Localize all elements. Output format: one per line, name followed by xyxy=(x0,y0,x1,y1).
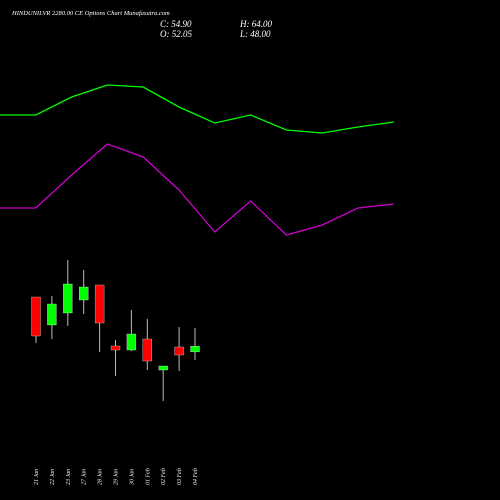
candle-body xyxy=(190,346,200,353)
header-open: O: 52.05 xyxy=(160,29,192,39)
candle-body xyxy=(142,338,152,362)
x-tick-label: 01 Feb xyxy=(145,468,151,485)
header-high: H: 64.00 xyxy=(239,19,272,29)
candle-body xyxy=(174,346,184,356)
candle-body xyxy=(94,284,105,324)
x-tick-label: 02 Feb xyxy=(161,468,167,485)
x-tick-label: 21 Jan xyxy=(34,469,40,485)
candle-body xyxy=(63,283,73,314)
indicator-line xyxy=(0,143,394,236)
x-tick-label: 03 Feb xyxy=(177,468,183,485)
x-tick-label: 30 Jan xyxy=(129,469,135,486)
x-tick-label: 29 Jan xyxy=(114,469,120,485)
x-tick-label: 28 Jan xyxy=(98,469,104,485)
candle-body xyxy=(158,365,168,371)
header-low: L: 48.00 xyxy=(239,29,271,39)
indicator-line xyxy=(0,84,394,134)
candle-body xyxy=(79,286,89,301)
candle-body xyxy=(47,303,57,326)
candle-body xyxy=(31,296,41,337)
x-tick-label: 23 Jan xyxy=(66,469,72,485)
candle-body xyxy=(110,345,121,351)
chart-title: HINDUNILVR 2280.00 CE Options Chart Muna… xyxy=(11,10,170,17)
x-tick-label: 27 Jan xyxy=(82,469,88,485)
x-tick-label: 22 Jan xyxy=(50,469,56,485)
x-tick-label: 04 Feb xyxy=(192,468,199,485)
candle-body xyxy=(126,333,137,351)
header-close: C: 54.90 xyxy=(160,19,192,29)
